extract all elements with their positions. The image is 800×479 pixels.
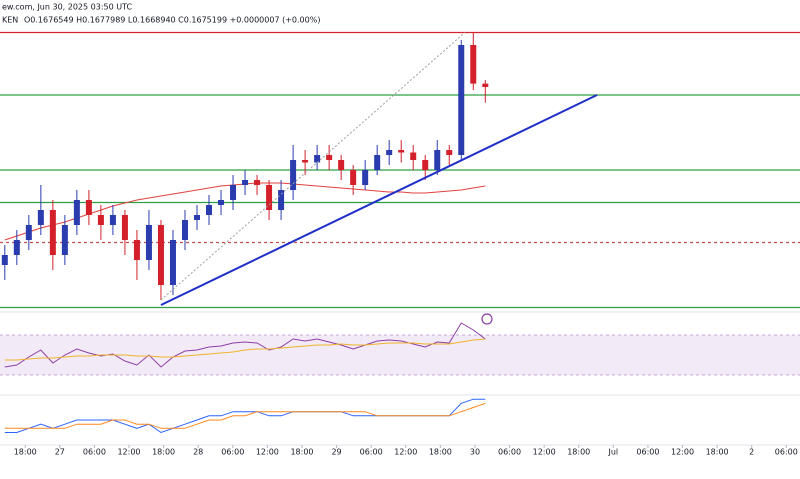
x-tick-label: 12:00: [256, 448, 279, 457]
x-tick-label: 06:00: [360, 448, 383, 457]
trendline: [160, 94, 598, 306]
candle-body: [169, 240, 176, 285]
candle-body: [61, 225, 68, 255]
x-tick-label: 12:00: [394, 448, 417, 457]
candle-body: [422, 160, 429, 170]
x-tick-label: 06:00: [221, 448, 244, 457]
x-tick-label: 06:00: [498, 448, 521, 457]
indicator-line: [4, 322, 486, 368]
x-tick-label: 06:00: [83, 448, 106, 457]
x-tick-label: 12:00: [533, 448, 556, 457]
source-text: ew.com, Jun 30, 2025 03:50 UTC: [2, 3, 133, 12]
candle-body: [181, 220, 188, 240]
trendline: [160, 32, 466, 301]
candle-body: [446, 150, 453, 155]
candle-body: [49, 210, 56, 255]
x-tick-label: 27: [55, 448, 65, 457]
candle-body: [230, 185, 237, 200]
x-tick-label: 18:00: [429, 448, 452, 457]
x-tick-label: 18:00: [567, 448, 590, 457]
x-tick-label: 18:00: [152, 448, 175, 457]
x-tick-label: 12:00: [671, 448, 694, 457]
candle-body: [290, 160, 297, 190]
candle-body: [25, 225, 32, 240]
x-tick-label: Jul: [608, 448, 619, 457]
x-tick-label: 18:00: [14, 448, 37, 457]
candle-body: [338, 160, 345, 170]
candle-body: [374, 155, 381, 170]
candle-body: [350, 170, 357, 185]
candle-body: [278, 190, 285, 210]
x-tick-label: 06:00: [636, 448, 659, 457]
candle-body: [121, 215, 128, 240]
candle-body: [37, 210, 44, 225]
candle-body: [434, 150, 441, 170]
candle-body: [314, 155, 321, 163]
band: [0, 335, 800, 375]
candle-body: [157, 225, 164, 285]
candle-body: [1, 255, 8, 265]
candle-body: [242, 180, 249, 185]
indicator-line: [4, 338, 486, 361]
x-tick-label: 18:00: [706, 448, 729, 457]
candle-body: [482, 83, 489, 88]
candle-body: [133, 240, 140, 260]
x-tick-label: 06:00: [775, 448, 798, 457]
candle-body: [206, 205, 213, 215]
x-tick-label: 30: [470, 448, 480, 457]
candle-body: [109, 215, 116, 225]
candle-body: [254, 180, 261, 185]
indicator-line: [4, 402, 486, 429]
candle-body: [97, 215, 104, 225]
candle-body: [470, 45, 477, 84]
candle-body: [218, 200, 225, 205]
x-tick-label: 29: [331, 448, 341, 457]
candle-body: [266, 185, 273, 210]
symbol: KEN: [2, 16, 18, 25]
candle-body: [73, 200, 80, 225]
candle-body: [85, 200, 92, 215]
candle-body: [362, 170, 369, 185]
candle-body: [326, 155, 333, 160]
event-icon[interactable]: [481, 313, 493, 325]
candle-body: [458, 45, 465, 155]
x-tick-label: 2: [749, 448, 754, 457]
candle-body: [398, 150, 405, 153]
candle-body: [302, 160, 309, 163]
candle-body: [13, 240, 20, 255]
x-tick-label: 12:00: [117, 448, 140, 457]
x-tick-label: 18:00: [290, 448, 313, 457]
candle-body: [193, 215, 200, 220]
candle-body: [410, 152, 417, 160]
ohlc-text: O0.1676549 H0.1677989 L0.1668940 C0.1675…: [24, 16, 320, 25]
candle-body: [386, 150, 393, 155]
candle-body: [145, 225, 152, 260]
x-tick-label: 28: [193, 448, 203, 457]
